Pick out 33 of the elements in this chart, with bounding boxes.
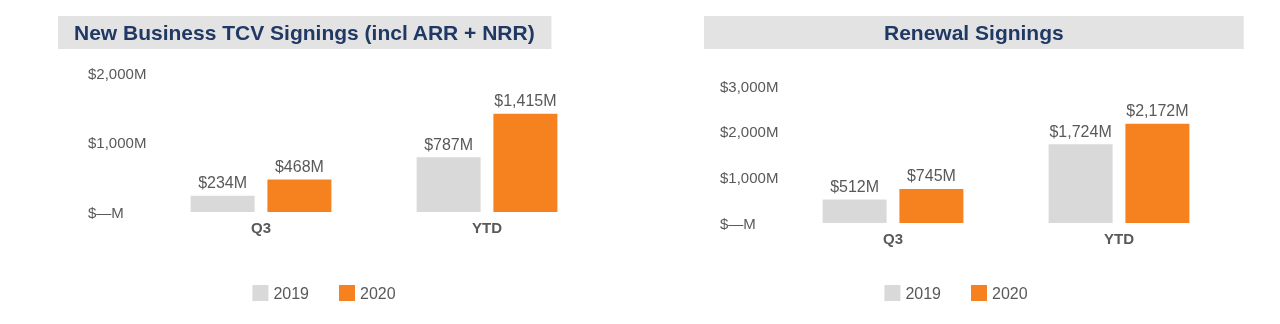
y-tick-label: $2,000M (88, 64, 147, 82)
data-label: $2,172M (1126, 102, 1189, 120)
data-label: $1,415M (494, 92, 557, 110)
y-tick-label: $—M (88, 203, 124, 221)
data-label: $745M (906, 167, 956, 185)
bar (416, 157, 481, 212)
bar (1048, 144, 1113, 223)
data-label: $468M (274, 157, 324, 175)
y-tick-label: $—M (720, 214, 756, 232)
legend-label: 2019 (905, 284, 942, 302)
x-tick-label: Q3 (882, 230, 904, 247)
y-tick-label: $3,000M (720, 77, 779, 95)
data-label: $512M (830, 178, 880, 196)
bar (1125, 123, 1190, 223)
chart-title: Renewal Signings (884, 21, 1064, 44)
legend-label: 2020 (992, 284, 1028, 302)
data-label: $787M (424, 135, 474, 153)
y-tick-label: $1,000M (720, 168, 779, 186)
legend-label: 2019 (273, 284, 310, 302)
x-tick-label: YTD (472, 219, 503, 236)
x-tick-label: YTD (1104, 230, 1135, 247)
bar (190, 195, 255, 212)
bar (493, 113, 558, 212)
x-tick-label: Q3 (250, 219, 272, 236)
bar (899, 188, 964, 223)
bar (267, 179, 332, 212)
legend-label: 2020 (360, 284, 396, 302)
y-tick-label: $1,000M (88, 134, 147, 151)
chart-title: New Business TCV Signings (incl ARR + NRR) (74, 21, 535, 44)
data-label: $234M (198, 174, 248, 192)
bar (822, 199, 887, 223)
data-label: $1,724M (1049, 122, 1112, 140)
y-tick-label: $2,000M (720, 123, 779, 141)
